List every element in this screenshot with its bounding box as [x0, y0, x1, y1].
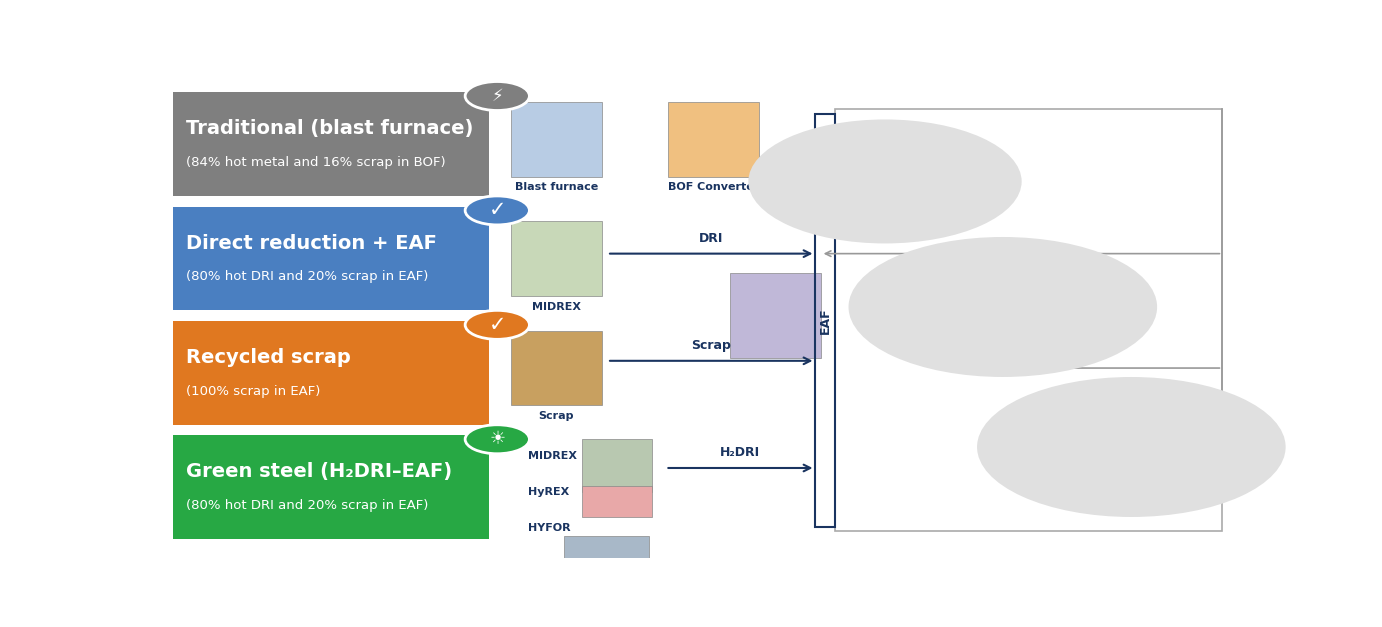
Circle shape — [466, 196, 529, 225]
Circle shape — [466, 424, 529, 454]
Text: ✓: ✓ — [488, 315, 506, 335]
Text: Direct reduction + EAF: Direct reduction + EAF — [185, 233, 437, 253]
FancyBboxPatch shape — [511, 102, 601, 177]
Text: (80% hot DRI and 20% scrap in EAF): (80% hot DRI and 20% scrap in EAF) — [185, 270, 428, 283]
Text: MIDREX: MIDREX — [532, 302, 580, 312]
Text: H₂DRI: H₂DRI — [720, 446, 760, 460]
Text: (84% hot metal and 16% scrap in BOF): (84% hot metal and 16% scrap in BOF) — [185, 156, 445, 169]
FancyBboxPatch shape — [173, 321, 489, 424]
Text: CO₂ emissions: CO₂ emissions — [1086, 460, 1176, 473]
FancyBboxPatch shape — [173, 206, 489, 310]
Text: EAF: EAF — [818, 307, 832, 334]
FancyBboxPatch shape — [173, 435, 489, 539]
Text: (80% hot DRI and 20% scrap in EAF): (80% hot DRI and 20% scrap in EAF) — [185, 499, 428, 512]
Text: BOF Converter: BOF Converter — [668, 182, 759, 192]
Text: Scrap: Scrap — [539, 411, 574, 421]
Text: ✓: ✓ — [488, 201, 506, 221]
Circle shape — [466, 310, 529, 339]
Text: HYFOR: HYFOR — [528, 524, 571, 534]
FancyBboxPatch shape — [173, 92, 489, 196]
FancyBboxPatch shape — [730, 273, 821, 358]
Text: -91%: -91% — [960, 283, 1046, 312]
FancyBboxPatch shape — [511, 221, 601, 296]
Text: -65%: -65% — [842, 157, 927, 186]
Text: MIDREX: MIDREX — [528, 451, 578, 461]
FancyBboxPatch shape — [582, 439, 652, 492]
FancyBboxPatch shape — [668, 102, 759, 177]
Text: (100% scrap in EAF): (100% scrap in EAF) — [185, 385, 321, 398]
Text: CO₂ emissions: CO₂ emissions — [958, 320, 1048, 333]
Text: CO₂ emissions: CO₂ emissions — [840, 194, 930, 208]
Text: ☀: ☀ — [489, 430, 506, 448]
FancyBboxPatch shape — [511, 330, 601, 406]
Circle shape — [466, 82, 529, 110]
Text: ⚡: ⚡ — [492, 87, 503, 105]
Text: -88%: -88% — [1089, 423, 1175, 452]
Text: Scrap: Scrap — [691, 339, 731, 352]
FancyBboxPatch shape — [564, 535, 650, 574]
Text: Traditional (blast furnace): Traditional (blast furnace) — [185, 119, 473, 138]
Text: Blast furnace: Blast furnace — [514, 182, 598, 192]
Text: Recycled scrap: Recycled scrap — [185, 348, 351, 367]
Text: Green steel (H₂DRI–EAF): Green steel (H₂DRI–EAF) — [185, 462, 452, 482]
Text: DRI: DRI — [699, 232, 723, 245]
FancyBboxPatch shape — [582, 486, 652, 517]
Text: HyREX: HyREX — [528, 487, 569, 497]
